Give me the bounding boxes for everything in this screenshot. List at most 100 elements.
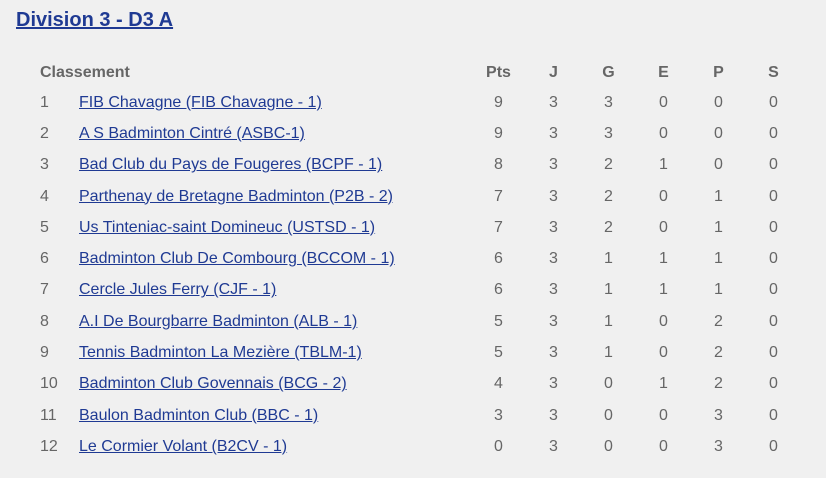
team-link[interactable]: A S Badminton Cintré (ASBC-1): [79, 124, 305, 142]
standings-table: Classement Pts J G E P S 1 FIB Chavagne (…: [32, 59, 801, 463]
cell-g: 3: [604, 124, 613, 142]
cell-g: 1: [604, 281, 613, 299]
team-link[interactable]: Le Cormier Volant (B2CV - 1): [79, 437, 288, 455]
cell-pts: 9: [494, 124, 503, 142]
table-row: 12 Le Cormier Volant (B2CV - 1) 0 3 0 0 3 0: [32, 431, 801, 462]
table-row: 2 A S Badminton Cintré (ASBC-1) 9 3 3 0 0 0: [32, 118, 801, 149]
rank: 8: [40, 312, 49, 330]
rank: 2: [40, 124, 49, 142]
rank: 6: [40, 250, 49, 268]
team-link[interactable]: Baulon Badminton Club (BBC - 1): [79, 406, 319, 424]
table-row: 5 Us Tinteniac-saint Domineuc (USTSD - 1)…: [32, 212, 801, 243]
cell-pts: 6: [494, 281, 503, 299]
cell-pts: 0: [494, 437, 503, 455]
header-p: P: [713, 64, 724, 81]
cell-pts: 8: [494, 156, 503, 174]
cell-s: 0: [769, 187, 778, 205]
rank: 1: [40, 93, 49, 111]
table-row: 1 FIB Chavagne (FIB Chavagne - 1) 9 3 3 0 0 0: [32, 87, 801, 118]
cell-g: 1: [604, 312, 613, 330]
cell-pts: 7: [494, 187, 503, 205]
cell-g: 2: [604, 218, 613, 236]
cell-j: 3: [549, 375, 558, 393]
team-link[interactable]: Tennis Badminton La Mezière (TBLM-1): [79, 344, 362, 362]
cell-j: 3: [549, 437, 558, 455]
rank: 9: [40, 344, 49, 362]
table-row: 4 Parthenay de Bretagne Badminton (P2B - …: [32, 181, 801, 212]
cell-g: 1: [604, 250, 613, 268]
cell-e: 1: [659, 375, 668, 393]
team-link[interactable]: FIB Chavagne (FIB Chavagne - 1): [79, 93, 322, 111]
cell-g: 1: [604, 344, 613, 362]
cell-p: 0: [714, 124, 723, 142]
cell-p: 0: [714, 156, 723, 174]
table-row: 6 Badminton Club De Combourg (BCCOM - 1) 6…: [32, 243, 801, 274]
cell-s: 0: [769, 375, 778, 393]
cell-pts: 3: [494, 406, 503, 424]
team-link[interactable]: A.I De Bourgbarre Badminton (ALB - 1): [79, 312, 358, 330]
cell-pts: 9: [494, 93, 503, 111]
cell-g: 3: [604, 93, 613, 111]
cell-e: 0: [659, 406, 668, 424]
cell-e: 0: [659, 124, 668, 142]
cell-s: 0: [769, 406, 778, 424]
cell-e: 0: [659, 187, 668, 205]
cell-s: 0: [769, 218, 778, 236]
cell-e: 0: [659, 312, 668, 330]
cell-s: 0: [769, 93, 778, 111]
table-row: 3 Bad Club du Pays de Fougeres (BCPF - 1)…: [32, 150, 801, 181]
cell-s: 0: [769, 250, 778, 268]
cell-s: 0: [769, 156, 778, 174]
cell-s: 0: [769, 344, 778, 362]
cell-j: 3: [549, 93, 558, 111]
cell-pts: 4: [494, 375, 503, 393]
rank: 11: [40, 406, 57, 424]
cell-p: 1: [714, 187, 723, 205]
cell-g: 2: [604, 156, 613, 174]
cell-p: 2: [714, 375, 723, 393]
cell-pts: 6: [494, 250, 503, 268]
cell-j: 3: [549, 187, 558, 205]
header-classement: Classement: [40, 64, 130, 81]
cell-g: 0: [604, 375, 613, 393]
table-header-row: Classement Pts J G E P S: [32, 59, 801, 87]
cell-j: 3: [549, 281, 558, 299]
rank: 3: [40, 156, 49, 174]
cell-j: 3: [549, 406, 558, 424]
cell-p: 0: [714, 93, 723, 111]
cell-p: 3: [714, 406, 723, 424]
rank: 10: [40, 375, 58, 393]
cell-s: 0: [769, 281, 778, 299]
cell-e: 0: [659, 93, 668, 111]
team-link[interactable]: Bad Club du Pays de Fougeres (BCPF - 1): [79, 156, 383, 174]
table-row: 11 Baulon Badminton Club (BBC - 1) 3 3 0 0 3 0: [32, 400, 801, 431]
table-row: 10 Badminton Club Govennais (BCG - 2) 4 3 0 1…: [32, 369, 801, 400]
cell-e: 0: [659, 218, 668, 236]
team-link[interactable]: Badminton Club De Combourg (BCCOM - 1): [79, 250, 395, 268]
team-link[interactable]: Parthenay de Bretagne Badminton (P2B - 2…: [79, 187, 393, 205]
division-title-link[interactable]: Division 3 - D3 A: [16, 9, 174, 31]
cell-j: 3: [549, 124, 558, 142]
rank: 7: [40, 281, 49, 299]
rank: 4: [40, 187, 49, 205]
header-pts: Pts: [486, 64, 511, 81]
cell-e: 1: [659, 250, 668, 268]
cell-j: 3: [549, 312, 558, 330]
cell-p: 1: [714, 218, 723, 236]
cell-s: 0: [769, 437, 778, 455]
cell-g: 2: [604, 187, 613, 205]
cell-p: 2: [714, 344, 723, 362]
header-j: J: [549, 64, 558, 81]
table-row: 9 Tennis Badminton La Mezière (TBLM-1) 5 3 1…: [32, 337, 801, 368]
cell-e: 0: [659, 344, 668, 362]
cell-j: 3: [549, 156, 558, 174]
cell-p: 1: [714, 250, 723, 268]
cell-pts: 5: [494, 312, 503, 330]
team-link[interactable]: Badminton Club Govennais (BCG - 2): [79, 375, 347, 393]
header-g: G: [602, 64, 615, 81]
rank: 5: [40, 218, 49, 236]
team-link[interactable]: Us Tinteniac-saint Domineuc (USTSD - 1): [79, 218, 376, 236]
cell-j: 3: [549, 250, 558, 268]
cell-e: 1: [659, 281, 668, 299]
team-link[interactable]: Cercle Jules Ferry (CJF - 1): [79, 281, 277, 299]
